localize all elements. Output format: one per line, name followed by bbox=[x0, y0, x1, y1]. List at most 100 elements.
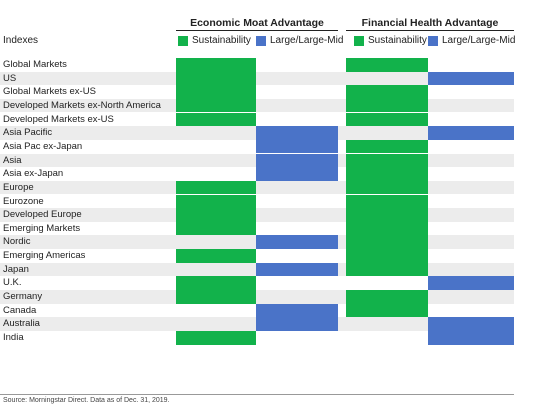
table-row: Developed Markets ex-North America bbox=[0, 98, 514, 113]
moat-large-cell bbox=[256, 235, 338, 249]
financial-health-sustainability-cell bbox=[346, 290, 428, 304]
row-label: Australia bbox=[3, 318, 40, 330]
financial-health-large-cell bbox=[428, 276, 514, 290]
financial-health-sustainability-cell bbox=[346, 153, 428, 168]
row-label: Global Markets ex-US bbox=[3, 86, 96, 98]
moat-large-cell bbox=[256, 139, 338, 154]
moat-group-underline bbox=[176, 30, 338, 31]
table-row: Germany bbox=[0, 290, 514, 304]
table-row: Australia bbox=[0, 317, 514, 331]
moat-sustainability-cell bbox=[176, 221, 256, 236]
moat-sustainability-cell bbox=[176, 112, 256, 127]
row-label: US bbox=[3, 72, 17, 84]
financial-health-large-cell bbox=[428, 71, 514, 86]
financial-health-group-title: Financial Health Advantage bbox=[361, 17, 499, 29]
financial-legend-large: Large/Large-Mid bbox=[428, 35, 515, 46]
financial-health-sustainability-cell bbox=[346, 112, 428, 127]
moat-sustainability-cell bbox=[176, 85, 256, 99]
moat-sustainability-cell bbox=[176, 331, 256, 345]
table-row: Nordic bbox=[0, 235, 514, 249]
table-row: Japan bbox=[0, 262, 514, 277]
table-row: Asia Pac ex-Japan bbox=[0, 139, 514, 154]
moat-sustainability-cell bbox=[176, 276, 256, 290]
row-label: U.K. bbox=[3, 277, 22, 289]
legend-label: Large/Large-Mid bbox=[442, 35, 516, 46]
table-row: Global Markets ex-US bbox=[0, 85, 514, 99]
financial-health-sustainability-cell bbox=[346, 139, 428, 154]
row-label: Asia bbox=[3, 154, 22, 166]
financial-health-sustainability-cell bbox=[346, 85, 428, 99]
moat-large-cell bbox=[256, 317, 338, 331]
moat-sustainability-cell bbox=[176, 249, 256, 263]
indexes-header: Indexes bbox=[3, 35, 39, 46]
table-row: Eurozone bbox=[0, 194, 514, 208]
financial-health-sustainability-cell bbox=[346, 303, 428, 318]
table-row: Emerging Markets bbox=[0, 221, 514, 236]
row-label: Asia Pacific bbox=[3, 127, 53, 139]
sustainability-swatch bbox=[178, 35, 188, 46]
financial-health-sustainability-cell bbox=[346, 235, 428, 249]
table-row: U.K. bbox=[0, 276, 514, 290]
table-row: Europe bbox=[0, 180, 514, 195]
row-label: Germany bbox=[3, 291, 43, 303]
row-label: Eurozone bbox=[3, 195, 44, 207]
large-swatch bbox=[428, 35, 438, 46]
row-label: Asia ex-Japan bbox=[3, 168, 64, 180]
moat-large-cell bbox=[256, 126, 338, 140]
financial-health-sustainability-cell bbox=[346, 262, 428, 277]
legend-label: Sustainability bbox=[192, 35, 251, 46]
row-label: Nordic bbox=[3, 236, 31, 248]
financial-health-sustainability-cell bbox=[346, 98, 428, 113]
table-row: Asia Pacific bbox=[0, 126, 514, 140]
legend-label: Sustainability bbox=[368, 35, 427, 46]
row-label: Europe bbox=[3, 181, 34, 193]
table-row: US bbox=[0, 71, 514, 86]
source-note: Source: Morningstar Direct. Data as of D… bbox=[3, 397, 170, 404]
table-row: Developed Europe bbox=[0, 208, 514, 222]
financial-health-large-cell bbox=[428, 126, 514, 140]
row-label: Asia Pac ex-Japan bbox=[3, 140, 83, 152]
row-label: Developed Europe bbox=[3, 209, 82, 221]
row-label: Japan bbox=[3, 263, 29, 275]
financial-health-large-cell bbox=[428, 317, 514, 331]
table-row: India bbox=[0, 331, 514, 345]
row-label: India bbox=[3, 332, 24, 343]
table-row: Canada bbox=[0, 303, 514, 318]
large-swatch bbox=[256, 35, 266, 46]
financial-health-sustainability-cell bbox=[346, 58, 428, 72]
row-label: Canada bbox=[3, 304, 37, 316]
row-label: Developed Markets ex-US bbox=[3, 113, 114, 125]
row-label: Global Markets bbox=[3, 59, 67, 70]
moat-sustainability-cell bbox=[176, 98, 256, 113]
row-label: Developed Markets ex-North America bbox=[3, 99, 161, 111]
table-row: Global Markets bbox=[0, 58, 514, 72]
moat-sustainability-cell bbox=[176, 180, 256, 195]
sustainability-swatch bbox=[354, 35, 364, 46]
moat-sustainability-cell bbox=[176, 58, 256, 72]
moat-sustainability-cell bbox=[176, 290, 256, 304]
financial-legend-sustainability: Sustainability bbox=[354, 35, 427, 46]
table-row: Asia bbox=[0, 153, 514, 168]
table-row: Asia ex-Japan bbox=[0, 167, 514, 181]
financial-health-sustainability-cell bbox=[346, 194, 428, 208]
footer-divider bbox=[0, 394, 514, 395]
financial-health-group-underline bbox=[346, 30, 514, 31]
moat-group-title: Economic Moat Advantage bbox=[190, 17, 324, 29]
moat-large-cell bbox=[256, 262, 338, 277]
moat-legend-sustainability: Sustainability bbox=[178, 35, 251, 46]
moat-sustainability-cell bbox=[176, 194, 256, 208]
row-label: Emerging Americas bbox=[3, 250, 86, 262]
financial-health-large-cell bbox=[428, 331, 514, 345]
financial-health-sustainability-cell bbox=[346, 208, 428, 222]
table-row: Developed Markets ex-US bbox=[0, 112, 514, 127]
moat-large-cell bbox=[256, 303, 338, 318]
financial-health-sustainability-cell bbox=[346, 249, 428, 263]
moat-large-cell bbox=[256, 167, 338, 181]
financial-health-sustainability-cell bbox=[346, 167, 428, 181]
financial-health-sustainability-cell bbox=[346, 180, 428, 195]
table-row: Emerging Americas bbox=[0, 249, 514, 263]
financial-health-sustainability-cell bbox=[346, 221, 428, 236]
row-label: Emerging Markets bbox=[3, 222, 81, 234]
moat-sustainability-cell bbox=[176, 208, 256, 222]
moat-sustainability-cell bbox=[176, 71, 256, 86]
